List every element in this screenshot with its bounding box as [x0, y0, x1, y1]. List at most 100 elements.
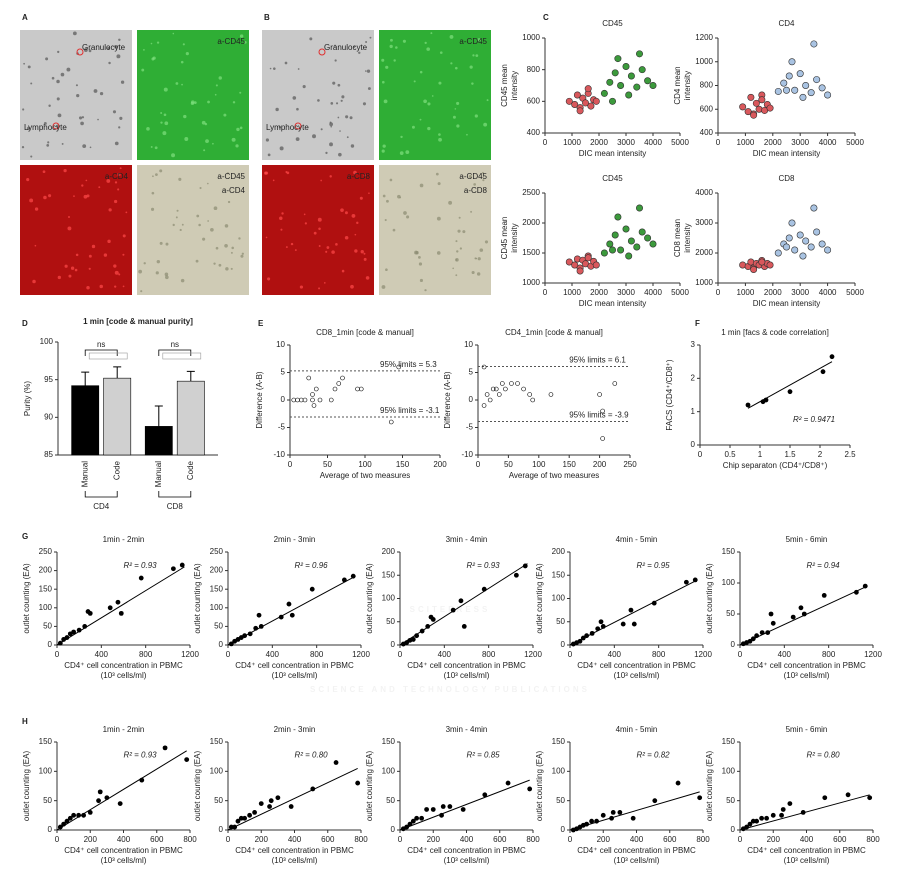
cell-speck	[335, 102, 339, 105]
cell-speck	[340, 208, 344, 213]
panel-letter: B	[264, 13, 270, 22]
data-point	[576, 107, 584, 115]
x-tick-label: 800	[139, 650, 153, 659]
cell-speck	[486, 99, 489, 102]
data-point	[774, 249, 782, 257]
data-point	[430, 617, 436, 622]
cell-speck	[185, 52, 189, 56]
x-axis-label: CD4⁺ cell concentration in PBMC	[577, 661, 696, 670]
data-point	[610, 810, 616, 815]
y-tick-label: 250	[39, 547, 53, 556]
chart-title: 2min - 3min	[274, 725, 316, 734]
data-point	[493, 386, 499, 392]
cell-speck	[207, 100, 210, 104]
cell-speck	[337, 116, 340, 119]
cell-speck	[264, 171, 269, 175]
bar	[71, 385, 100, 456]
data-point	[824, 246, 832, 254]
cell-speck	[179, 228, 182, 232]
cell-speck	[338, 152, 342, 157]
cell-speck	[477, 257, 481, 261]
data-point	[617, 246, 625, 254]
cell-speck	[244, 41, 247, 44]
cell-speck	[81, 184, 84, 187]
cell-speck	[112, 110, 117, 114]
cell-speck	[295, 137, 300, 142]
cell-speck	[367, 87, 371, 90]
y-axis-label: CD45 mean	[500, 64, 509, 107]
data-point	[779, 812, 784, 818]
data-point	[617, 82, 625, 90]
data-point	[638, 66, 646, 74]
cell-speck	[239, 126, 243, 130]
cell-speck	[165, 242, 169, 246]
panel-letter: A	[22, 13, 28, 22]
data-point	[355, 780, 361, 786]
x-tick-label: Manual	[80, 461, 89, 487]
data-point	[766, 261, 774, 269]
fit-line	[569, 579, 698, 646]
cell-speck	[64, 264, 68, 268]
y-tick-label: 600	[527, 96, 541, 105]
data-point	[509, 381, 514, 386]
x-tick-label: 800	[183, 835, 197, 844]
cell-speck	[406, 215, 410, 219]
y-tick-label: 150	[722, 737, 736, 746]
cell-speck	[66, 67, 71, 72]
cell-speck	[235, 144, 239, 148]
cell-speck	[196, 214, 200, 218]
x-tick-label: 1000	[737, 288, 755, 297]
cell-speck	[230, 267, 233, 270]
cell-speck	[45, 57, 49, 61]
data-point	[571, 261, 579, 269]
cell-speck	[303, 213, 306, 216]
y-tick-label: 0	[561, 825, 566, 834]
limit-label: 95% limits = 5.3	[380, 360, 437, 369]
y-tick-label: 50	[386, 796, 395, 805]
cell-speck	[99, 92, 104, 96]
cell-speck	[114, 181, 118, 184]
cell-speck	[190, 101, 195, 106]
cell-speck	[205, 139, 209, 144]
data-point	[758, 258, 766, 266]
cell-marker	[318, 48, 326, 56]
data-point	[589, 818, 595, 824]
cell-speck	[340, 99, 343, 102]
bar	[103, 377, 132, 456]
significance-label: ns	[171, 340, 179, 349]
x-tick-label: 0	[398, 835, 403, 844]
data-point	[766, 104, 774, 112]
cell-speck	[466, 133, 468, 136]
cell-speck	[317, 99, 320, 102]
cell-speck	[381, 285, 386, 289]
data-point	[581, 99, 589, 107]
x-tick-label: 3000	[791, 288, 809, 297]
cell-speck	[226, 172, 229, 175]
cell-speck	[43, 195, 47, 200]
y-tick-label: -10	[273, 450, 285, 459]
cell-speck	[360, 250, 364, 254]
cell-speck	[364, 70, 367, 72]
y-tick-label: -5	[466, 423, 474, 432]
y-tick-label: 3	[691, 340, 696, 349]
micrograph	[379, 30, 491, 160]
data-point	[592, 97, 600, 105]
y-tick-label: 100	[552, 594, 566, 603]
x-axis-label: (10³ cells/ml)	[272, 671, 318, 680]
data-point	[739, 103, 747, 111]
y-tick-label: 0	[219, 640, 224, 649]
data-point	[565, 97, 573, 105]
y-tick-label: 1000	[522, 33, 540, 42]
cell-speck	[181, 83, 183, 86]
x-tick-label: 5000	[671, 288, 689, 297]
cell-speck	[206, 182, 209, 185]
cell-speck	[344, 235, 349, 240]
data-point	[414, 815, 420, 821]
cell-speck	[140, 290, 143, 293]
error-bar	[81, 371, 90, 386]
x-tick-label: 1200	[864, 650, 882, 659]
cell-speck	[119, 167, 122, 170]
x-tick-label: 400	[778, 650, 792, 659]
stain-label: a-CD45	[217, 172, 245, 181]
cell-speck	[176, 209, 179, 212]
